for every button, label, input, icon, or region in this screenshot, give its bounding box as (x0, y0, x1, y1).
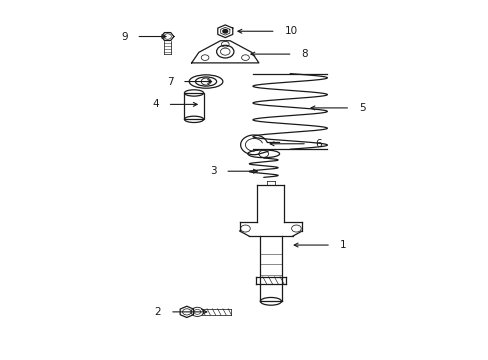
Bar (184, 93, 203, 119)
Text: 5: 5 (358, 103, 365, 113)
Text: 10: 10 (284, 26, 297, 36)
Text: 4: 4 (152, 99, 159, 109)
Text: 3: 3 (209, 166, 216, 176)
Text: 1: 1 (339, 240, 346, 250)
Text: 7: 7 (166, 77, 173, 86)
Circle shape (223, 30, 227, 33)
Text: 8: 8 (301, 49, 307, 59)
Text: 6: 6 (315, 139, 322, 149)
Text: 2: 2 (154, 307, 161, 317)
Text: 9: 9 (121, 32, 127, 41)
